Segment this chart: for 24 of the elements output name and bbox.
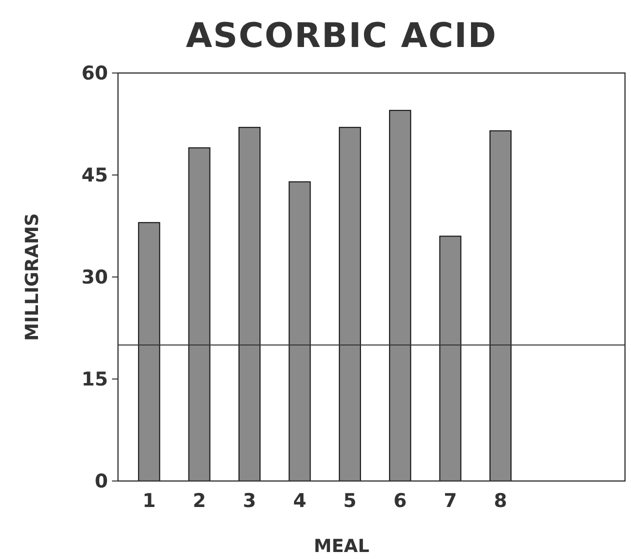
- x-axis-title: MEAL: [314, 536, 370, 557]
- bar: [389, 110, 412, 482]
- bar: [338, 126, 361, 482]
- x-tick-label: 2: [192, 490, 206, 512]
- x-tick-label: 1: [142, 490, 156, 512]
- x-tick-label: 3: [242, 490, 256, 512]
- bar: [138, 222, 160, 482]
- x-tick-label: 8: [494, 490, 508, 512]
- chart-title: ASCORBIC ACID: [186, 16, 498, 56]
- y-axis-title: MILLIGRAMS: [22, 213, 43, 341]
- x-tick-label: 7: [444, 490, 457, 512]
- y-tick-label: 30: [82, 266, 108, 289]
- x-tick-label: 6: [393, 490, 407, 512]
- y-tick-label: 60: [82, 62, 108, 85]
- bar: [489, 130, 512, 482]
- bar: [439, 236, 462, 482]
- y-tick-label: 0: [94, 470, 108, 493]
- bar: [188, 147, 210, 482]
- y-tick-label: 45: [82, 164, 108, 187]
- bar: [238, 126, 261, 482]
- bar: [288, 181, 311, 482]
- x-tick-label: 5: [343, 490, 357, 512]
- y-tick-label: 15: [82, 368, 108, 391]
- x-tick-label: 4: [293, 490, 306, 512]
